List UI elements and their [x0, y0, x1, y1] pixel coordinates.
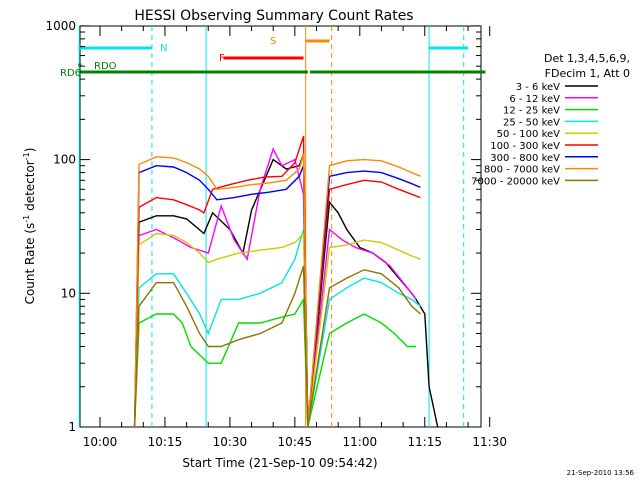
- legend-entry-label: 25 - 50 keV: [503, 117, 560, 128]
- series-line: [133, 135, 421, 428]
- legend-entry-label: 50 - 100 keV: [497, 129, 561, 140]
- x-tick-label: 11:00: [343, 435, 378, 449]
- series-line: [133, 153, 439, 428]
- series-line: [133, 153, 421, 428]
- x-tick-label: 10:30: [213, 435, 248, 449]
- x-axis-label: Start Time (21-Sep-10 09:54:42): [182, 456, 377, 470]
- x-tick-label: 11:15: [407, 435, 442, 449]
- plot-area: [78, 25, 482, 428]
- x-tick-label: 11:30: [472, 435, 507, 449]
- legend-entry-label: 300 - 800 keV: [490, 153, 560, 164]
- y-tick-label: 100: [53, 153, 76, 167]
- x-tick-label: 10:45: [278, 435, 313, 449]
- y-tick-label: 1000: [45, 19, 76, 33]
- status-bar-label: N: [160, 43, 167, 54]
- x-axis: Start Time (21-Sep-10 09:54:42) 10:00 10:…: [83, 26, 507, 470]
- series-line: [133, 164, 421, 428]
- series-line: [133, 147, 417, 428]
- status-bar-label: F: [219, 53, 225, 64]
- x-tick-label: 10:15: [148, 435, 183, 449]
- status-bar-label: RD6: [60, 68, 81, 79]
- footer-date: 21-Sep-2010 13:56: [567, 469, 635, 477]
- chart-title: HESSI Observing Summary Count Rates: [134, 8, 413, 24]
- status-bar-label: S: [270, 36, 276, 47]
- plot-frame: [79, 25, 482, 428]
- series-line: [133, 296, 417, 428]
- y-axis: Count Rate (s-1 detector-1) 1 10 100 1000: [22, 19, 481, 434]
- legend-header-line2: FDecim 1, Att 0: [545, 67, 630, 80]
- legend-entry-label: 800 - 7000 keV: [484, 165, 560, 176]
- legend-entry-label: 7000 - 20000 keV: [471, 176, 560, 187]
- y-axis-label: Count Rate (s-1 detector-1): [22, 148, 37, 305]
- series-line: [133, 229, 421, 428]
- legend-entry-label: 12 - 25 keV: [503, 106, 560, 117]
- legend-header-line1: Det 1,3,4,5,6,9,: [544, 52, 630, 65]
- legend: Det 1,3,4,5,6,9, FDecim 1, Att 0 3 - 6 k…: [471, 52, 630, 187]
- legend-entry-label: 100 - 300 keV: [490, 141, 560, 152]
- x-tick-label: 10:00: [83, 435, 118, 449]
- status-bar-label: RDO: [94, 61, 117, 72]
- status-bars: N S F RDO RD6: [60, 36, 486, 79]
- y-tick-label: 1: [68, 420, 76, 434]
- legend-entry-label: 6 - 12 keV: [509, 94, 560, 105]
- series-line: [133, 265, 421, 428]
- series-line: [133, 231, 421, 428]
- legend-entry-label: 3 - 6 keV: [516, 82, 560, 93]
- y-tick-label: 10: [61, 286, 76, 300]
